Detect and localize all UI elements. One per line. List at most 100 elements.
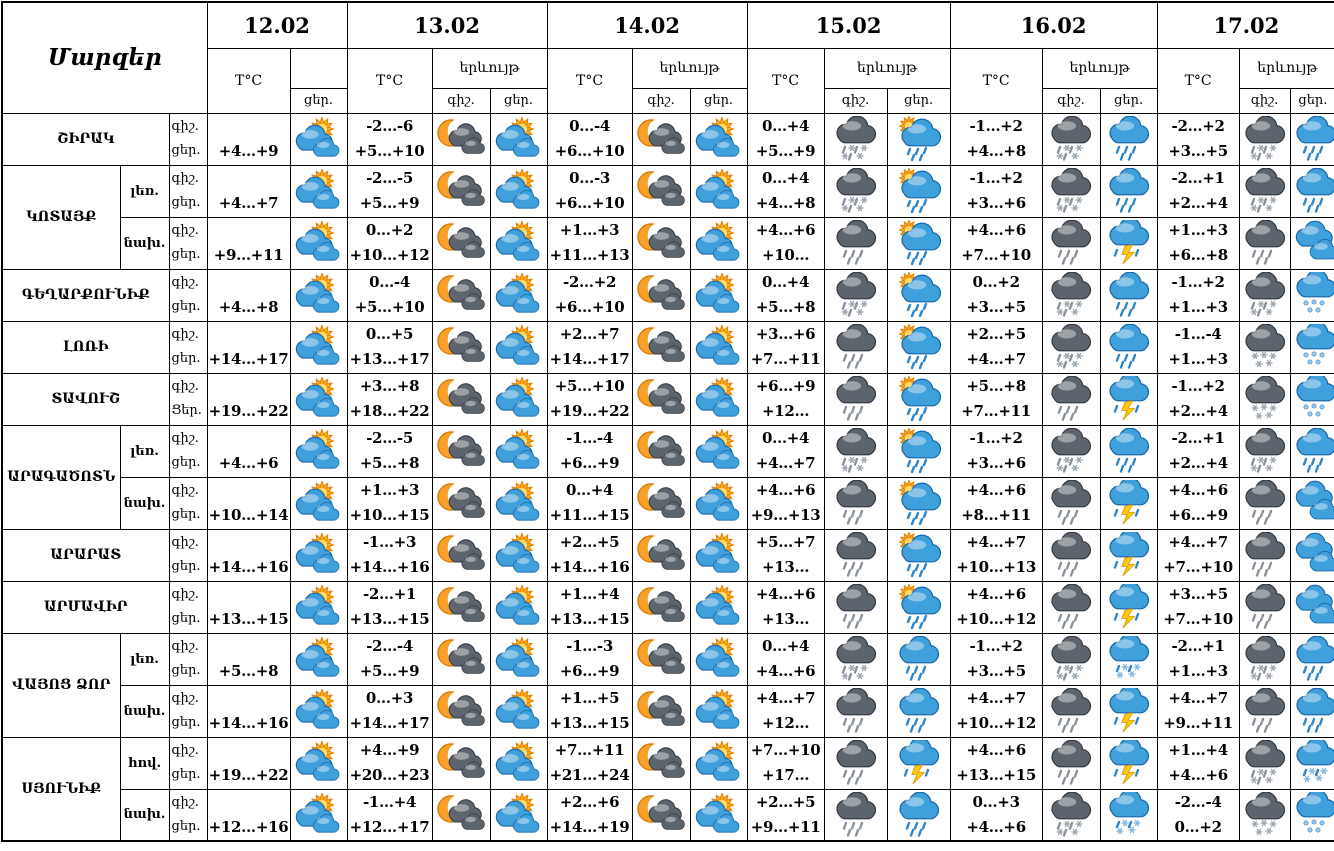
temperature-cell: +19…+22 xyxy=(206,736,291,790)
day-temp: +3…+6 xyxy=(966,194,1026,212)
night-temp xyxy=(208,790,289,815)
day-temp: +18…+22 xyxy=(349,402,430,420)
temperature-cell: +4…+7 xyxy=(206,164,291,218)
temperature-cell: +1…+4 +4…+6 xyxy=(1156,736,1240,790)
weather-icon-cell-day xyxy=(289,476,348,530)
weather-icon-cell-day xyxy=(1099,164,1158,218)
moon-clouds-icon xyxy=(437,586,485,622)
table-row: ԱՐԱԳԱԾՈՏՆ լեռ. գիշ. ցեր. +4…+6 -2…-5 +5…+8 -1…-… xyxy=(1,424,1334,530)
weather-icon-cell-night xyxy=(1041,216,1101,270)
moon-clouds-icon xyxy=(637,222,685,258)
dark-sleet-icon xyxy=(1245,428,1285,473)
night-temp: 0…+2 xyxy=(972,273,1020,291)
weather-icon-cell-day xyxy=(489,528,548,582)
day-label: ցեր. xyxy=(171,299,201,314)
night-temp: +4…+7 xyxy=(966,533,1026,551)
moon-clouds-icon xyxy=(437,430,485,466)
night-label: գիշ. xyxy=(171,794,199,810)
temperature-cell: +4…+9 xyxy=(206,112,291,166)
dark-rain-icon xyxy=(1051,376,1092,421)
temperature-cell: +14…+17 xyxy=(206,320,291,374)
temperature-cell: 0…+3 +4…+6 xyxy=(949,788,1043,842)
time-of-day-labels: գիշ. ցեր. xyxy=(168,320,208,374)
weather-icon-cell-day xyxy=(1099,736,1158,790)
weather-icon-cell-day xyxy=(1099,580,1158,634)
weather-icon-cell-night xyxy=(1238,736,1291,790)
day-temp: +17…+20 xyxy=(761,766,810,784)
weather-icon-cell-day xyxy=(289,632,348,686)
weather-icon-cell-night xyxy=(1238,216,1291,270)
moon-clouds-icon xyxy=(637,638,685,674)
sun-clouds-icon xyxy=(495,688,539,729)
night-temp: +4…+7 xyxy=(966,689,1026,707)
day-label: ցեր. xyxy=(171,611,201,626)
night-label: գիշ. xyxy=(171,119,199,134)
night-temp: +1…+4 xyxy=(559,585,620,603)
night-label: գիշ. xyxy=(171,327,199,342)
moon-clouds-icon xyxy=(637,690,685,726)
night-temp: +4…+6 xyxy=(755,585,816,603)
time-of-day-labels: գիշ. ցեր. xyxy=(168,164,208,218)
weather-icon-cell-night xyxy=(823,736,888,790)
day-temp: +6…+9 xyxy=(559,662,620,680)
blue-rain-icon xyxy=(898,688,939,733)
sub-zone-label: նախ. xyxy=(119,684,170,738)
dark-rain-icon xyxy=(1245,220,1285,265)
temperature-cell: +4…+6 +10…+12 xyxy=(949,580,1043,634)
moon-clouds-icon xyxy=(437,274,485,310)
time-of-day-labels: գիշ. ցեր. xyxy=(168,476,208,530)
day-temp: +13…+15 xyxy=(956,766,1036,784)
night-temp: -1…+2 xyxy=(1171,273,1225,291)
sun-clouds-icon xyxy=(495,428,539,469)
weather-icon-cell-day xyxy=(886,320,951,374)
weather-icon-cell-day xyxy=(886,424,951,478)
blue-snow-icon xyxy=(1296,376,1334,417)
day-label: ցեր. xyxy=(171,507,201,522)
night-temp xyxy=(208,686,289,711)
temperature-cell: +5…+8 +7…+11 xyxy=(949,372,1043,426)
night-sublabel: գիշ. xyxy=(823,87,888,114)
night-temp xyxy=(208,634,289,659)
temperature-cell: 0…-4 +6…+10 xyxy=(546,112,633,166)
sun-rain-icon xyxy=(898,584,941,630)
time-of-day-labels: գիշ. ցեր. xyxy=(168,580,208,634)
weather-icon-cell-day xyxy=(689,268,748,322)
moon-clouds-icon xyxy=(637,586,685,622)
day-temp: +14…+19 xyxy=(549,817,630,836)
weather-icon-cell-night xyxy=(1238,476,1291,530)
night-temp: 0…+5 xyxy=(365,325,414,343)
dark-rain-icon xyxy=(835,220,876,265)
blue-snow-icon xyxy=(1296,324,1334,365)
blue-clouds-icon xyxy=(1295,532,1334,572)
day-temp: +6…+9 xyxy=(559,454,620,472)
moon-clouds-icon xyxy=(437,638,485,674)
moon-clouds-icon xyxy=(637,326,685,362)
weather-icon-cell-day xyxy=(1099,528,1158,582)
dark-sleet-icon xyxy=(1245,636,1285,681)
sun-clouds-icon xyxy=(495,584,539,625)
moon-clouds-icon xyxy=(637,430,685,466)
weather-icon-cell-day xyxy=(689,736,748,790)
temperature-cell: +3…+6 +7…+11 xyxy=(746,320,825,374)
temperature-cell: +4…+6 +7…+10 xyxy=(949,216,1043,270)
weather-icon-cell-day xyxy=(1289,632,1334,686)
weather-icon-cell-day xyxy=(489,372,548,426)
night-temp xyxy=(208,114,289,139)
night-temp: -2…+2 xyxy=(562,273,617,291)
region-name: ՎԱՅՈՑ ՁՈՐ xyxy=(1,632,121,738)
time-of-day-labels: գիշ. ցեր. xyxy=(168,736,208,790)
day-temp: +8…+11 xyxy=(961,506,1031,524)
weather-icon-cell-day xyxy=(1099,684,1158,738)
day-label: ցեր. xyxy=(171,351,201,366)
phenomenon-header: երևույթ xyxy=(431,47,548,89)
blue-thunder-icon xyxy=(1109,220,1149,265)
temperature-cell: -1…-4 +6…+9 xyxy=(546,424,633,478)
weather-icon-cell-day xyxy=(1099,632,1158,686)
night-temp xyxy=(208,426,289,451)
sun-clouds-icon xyxy=(495,376,539,417)
temperature-cell: +2…+6 +14…+19 xyxy=(546,788,633,842)
day-temp: +12…+16 xyxy=(208,817,289,836)
day-temp: +13…+15 xyxy=(349,610,430,628)
day-temp: +7…+11 xyxy=(750,350,821,368)
day-temp: +13…+15 xyxy=(549,714,630,732)
